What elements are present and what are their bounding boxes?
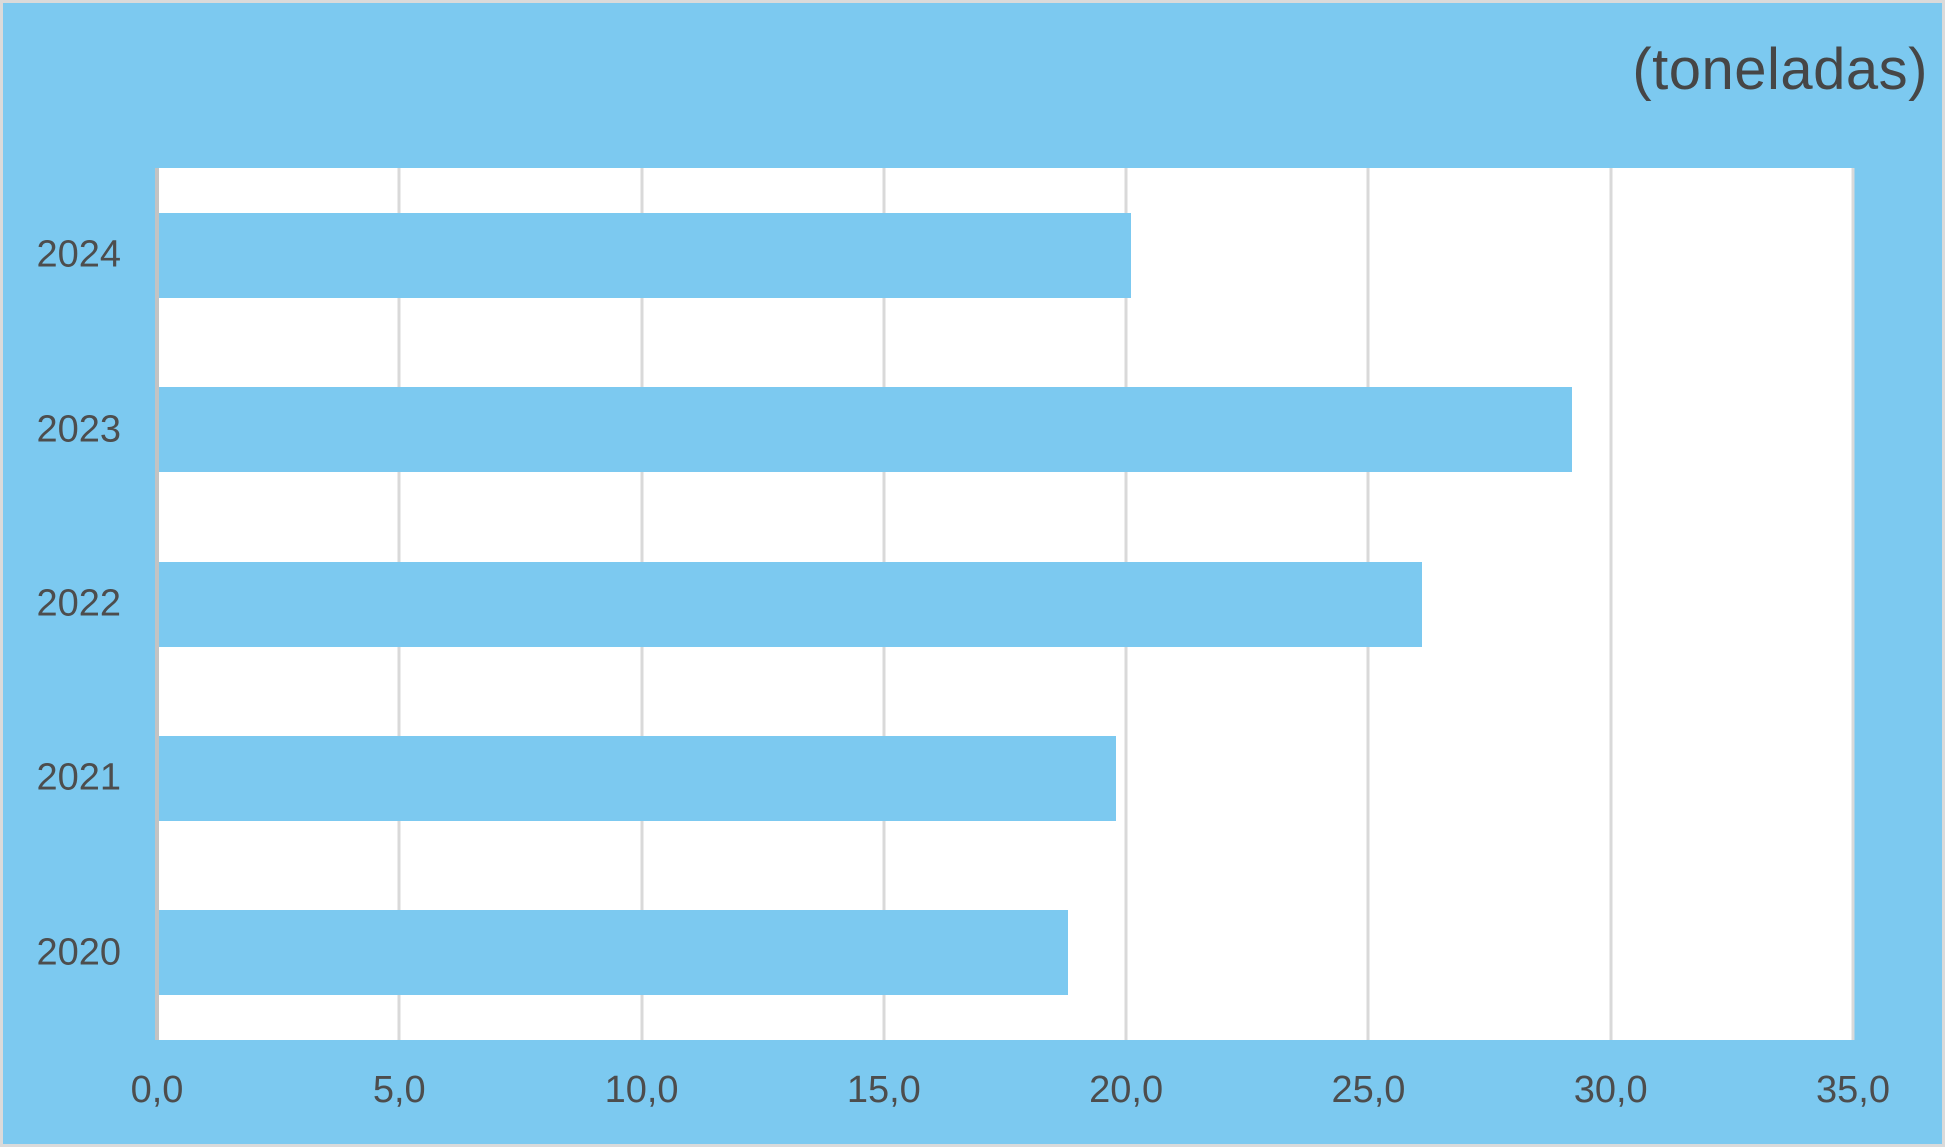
bar-2021 bbox=[157, 735, 1117, 821]
x-tick-label: 5,0 bbox=[372, 1069, 426, 1111]
y-axis: 2024 2023 2022 2021 2020 bbox=[3, 168, 157, 1040]
gridline bbox=[1851, 168, 1855, 1040]
x-tick-label: 25,0 bbox=[1331, 1069, 1406, 1111]
x-tick-label: 20,0 bbox=[1089, 1069, 1164, 1111]
bar-2023 bbox=[157, 387, 1572, 473]
plot-area bbox=[155, 168, 1855, 1040]
chart-title: (toneladas) bbox=[1632, 37, 1928, 102]
x-tick-label: 10,0 bbox=[604, 1069, 679, 1111]
x-tick-label: 15,0 bbox=[846, 1069, 921, 1111]
bar-2022 bbox=[157, 561, 1422, 647]
y-axis-label: 2020 bbox=[36, 931, 121, 974]
x-tick-label: 30,0 bbox=[1573, 1069, 1648, 1111]
bar-2024 bbox=[157, 212, 1131, 298]
gridline bbox=[1609, 168, 1613, 1040]
y-axis-label: 2024 bbox=[36, 233, 121, 276]
x-axis: 0,0 5,0 10,0 15,0 20,0 25,0 30,0 35,0 bbox=[3, 1069, 1942, 1119]
y-axis-label: 2022 bbox=[36, 582, 121, 625]
y-axis-label: 2021 bbox=[36, 756, 121, 799]
bar-2020 bbox=[157, 910, 1068, 996]
x-tick-label: 35,0 bbox=[1816, 1069, 1890, 1111]
x-tick-label: 0,0 bbox=[130, 1069, 184, 1111]
y-axis-label: 2023 bbox=[36, 408, 121, 451]
y-axis-line bbox=[155, 168, 159, 1040]
